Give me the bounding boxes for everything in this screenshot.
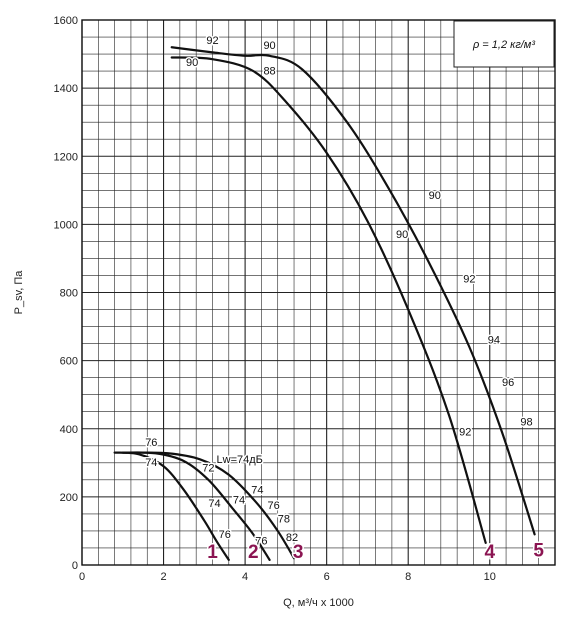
x-tick-label: 6	[324, 571, 330, 583]
y-axis-ticks: 0 200 400 600 800 1000 1200 1400 1600	[54, 15, 78, 572]
curve-annotation: 72	[202, 462, 214, 474]
curve-annotation: 82	[286, 532, 298, 544]
x-tick-label: 2	[160, 571, 166, 583]
curve-annotation: 90	[396, 229, 408, 241]
y-tick-label: 400	[60, 424, 78, 436]
curve-annotation: 96	[502, 377, 514, 389]
curve-annotation: 90	[186, 57, 198, 69]
curve-annotation: 74	[233, 495, 245, 507]
curve-annotation: 92	[459, 427, 471, 439]
y-tick-label: 600	[60, 356, 78, 368]
curve-annotation: 76	[268, 500, 280, 512]
y-axis-label: P_sv, Па	[13, 270, 25, 315]
x-tick-label: 0	[79, 571, 85, 583]
curve-annotation: 92	[206, 35, 218, 47]
curve-annotation: 74	[145, 457, 157, 469]
curves	[113, 46, 536, 561]
curve-number: 4	[484, 542, 495, 563]
curve-annotation: 90	[429, 190, 441, 202]
curve-1	[113, 451, 230, 561]
x-axis-label: Q, м³/ч х 1000	[283, 597, 354, 609]
x-tick-label: 8	[405, 571, 411, 583]
curve-numbers: 1 2 3 4 5	[206, 539, 546, 565]
curve-annotation: 92	[463, 273, 475, 285]
curve-annotation: 78	[278, 513, 290, 525]
density-note: ρ = 1,2 кг/м³	[472, 39, 535, 51]
y-tick-label: 1400	[54, 83, 78, 95]
curve-number: 3	[293, 542, 304, 563]
curve-number: 2	[248, 542, 259, 563]
curve-annotation: 88	[263, 66, 275, 78]
curve-annotation: 76	[145, 437, 157, 449]
y-tick-label: 0	[72, 560, 78, 572]
curve-annotation: 74	[251, 484, 263, 496]
y-tick-label: 1200	[54, 151, 78, 163]
y-tick-label: 200	[60, 492, 78, 504]
curve-number: 5	[533, 540, 544, 561]
density-box	[453, 20, 555, 68]
curve-4	[170, 56, 487, 544]
curve-5	[170, 46, 536, 536]
curve-annotation: 90	[263, 40, 275, 52]
curve-annotation: 98	[520, 416, 532, 428]
x-tick-label: 10	[484, 571, 496, 583]
x-tick-label: 4	[242, 571, 248, 583]
curve-annotation: 94	[488, 335, 500, 347]
x-axis-ticks: 0 2 4 6 8 10	[79, 571, 496, 583]
y-tick-label: 1600	[54, 15, 78, 27]
y-tick-label: 1000	[54, 219, 78, 231]
curve-number: 1	[207, 542, 218, 563]
plot-frame	[81, 19, 556, 566]
curve-annotation: 76	[219, 529, 231, 541]
curve-annotation: 74	[208, 498, 220, 510]
y-tick-label: 800	[60, 288, 78, 300]
curve-annotation: 76	[255, 536, 267, 548]
lw-note: Lw=74дБ	[217, 454, 263, 466]
curve-3	[129, 451, 296, 560]
grid	[81, 19, 556, 566]
